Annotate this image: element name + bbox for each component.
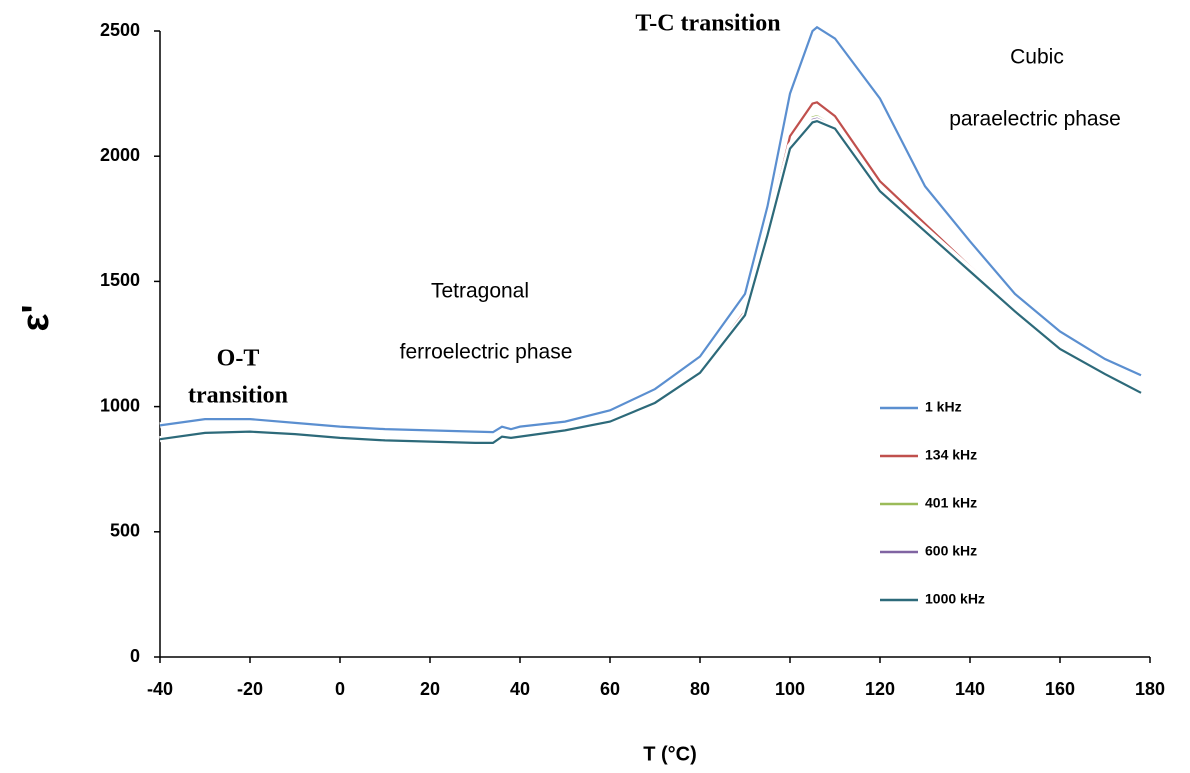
legend-label: 600 kHz — [925, 543, 977, 559]
x-tick-label: -20 — [237, 679, 263, 699]
annotation: Cubic — [1010, 46, 1064, 69]
x-tick-label: 40 — [510, 679, 530, 699]
x-tick-label: 140 — [955, 679, 985, 699]
y-tick-label: 1000 — [100, 395, 140, 415]
annotation: ferroelectric phase — [400, 341, 573, 364]
legend-label: 401 kHz — [925, 495, 977, 511]
y-tick-label: 1500 — [100, 270, 140, 290]
x-tick-label: 160 — [1045, 679, 1075, 699]
annotation: Tetragonal — [431, 280, 529, 303]
x-axis-label: T (°C) — [643, 743, 697, 765]
series-halo — [159, 23, 1143, 436]
legend-label: 1000 kHz — [925, 591, 985, 607]
series-halo — [159, 117, 1143, 446]
annotation: transition — [188, 383, 288, 409]
y-tick-label: 2500 — [100, 20, 140, 40]
x-tick-label: 60 — [600, 679, 620, 699]
x-tick-label: 120 — [865, 679, 895, 699]
x-tick-label: 100 — [775, 679, 805, 699]
x-tick-label: -40 — [147, 679, 173, 699]
annotation: O-T — [217, 346, 260, 372]
y-tick-label: 500 — [110, 521, 140, 541]
series-line — [159, 119, 1142, 445]
y-tick-label: 2000 — [100, 145, 140, 165]
x-tick-label: 80 — [690, 679, 710, 699]
x-tick-label: 180 — [1135, 679, 1165, 699]
y-axis-label: ε' — [15, 304, 57, 331]
legend-label: 134 kHz — [925, 447, 977, 463]
x-tick-label: 20 — [420, 679, 440, 699]
x-tick-label: 0 — [335, 679, 345, 699]
annotation: T-C transition — [635, 11, 780, 37]
legend-label: 1 kHz — [925, 399, 962, 415]
y-tick-label: 0 — [130, 646, 140, 666]
series-line — [159, 25, 1142, 434]
annotation: paraelectric phase — [949, 108, 1121, 131]
